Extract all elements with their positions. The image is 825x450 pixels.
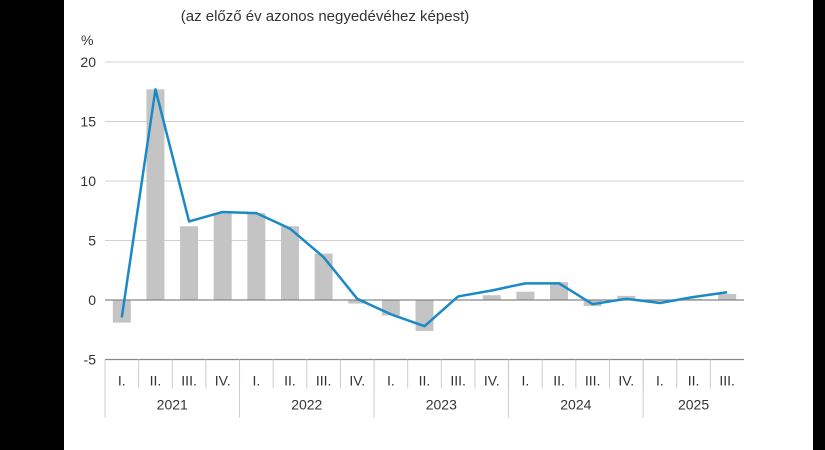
y-tick-label: 15 — [80, 114, 96, 130]
bar — [146, 89, 165, 301]
bar — [516, 291, 535, 300]
bar — [550, 282, 569, 300]
x-tick-label: I. — [522, 373, 530, 389]
bar — [280, 226, 299, 300]
x-tick-label: II. — [553, 373, 565, 389]
bar — [180, 226, 199, 300]
x-tick-label: IV. — [215, 373, 231, 389]
year-label: 2024 — [560, 397, 591, 413]
x-tick-label: IV. — [349, 373, 365, 389]
bar — [482, 295, 501, 300]
x-tick-label: I. — [656, 373, 664, 389]
y-tick-label: 10 — [80, 173, 96, 189]
x-tick-label: III. — [719, 373, 735, 389]
bar — [247, 213, 266, 300]
x-tick-label: II. — [688, 373, 700, 389]
x-tick-label: I. — [118, 373, 126, 389]
x-tick-label: I. — [387, 373, 395, 389]
chart-subtitle: (az előző év azonos negyedévéhez képest) — [181, 8, 470, 25]
x-tick-label: IV. — [618, 373, 634, 389]
year-label: 2023 — [426, 397, 457, 413]
y-tick-label: 20 — [80, 54, 96, 70]
y-tick-label: 5 — [88, 233, 96, 249]
year-label: 2025 — [678, 397, 709, 413]
y-tick-label: -5 — [84, 352, 97, 368]
x-tick-label: II. — [150, 373, 162, 389]
x-tick-label: III. — [450, 373, 466, 389]
x-tick-label: I. — [252, 373, 260, 389]
line-series — [120, 88, 728, 328]
bar — [718, 294, 737, 300]
bar — [348, 300, 367, 304]
x-tick-label: II. — [284, 373, 296, 389]
year-label: 2021 — [157, 397, 188, 413]
y-tick-label: 0 — [88, 292, 96, 308]
y-axis-label: % — [81, 32, 93, 48]
chart-panel: (az előző év azonos negyedévéhez képest)… — [64, 0, 813, 450]
chart: (az előző év azonos negyedévéhez képest)… — [80, 8, 744, 418]
x-tick-label: III. — [181, 373, 197, 389]
x-tick-label: II. — [419, 373, 431, 389]
x-tick-label: III. — [316, 373, 332, 389]
x-tick-label: III. — [585, 373, 601, 389]
bar — [314, 253, 333, 300]
x-tick-label: IV. — [484, 373, 500, 389]
bar — [213, 213, 232, 300]
year-label: 2022 — [291, 397, 322, 413]
